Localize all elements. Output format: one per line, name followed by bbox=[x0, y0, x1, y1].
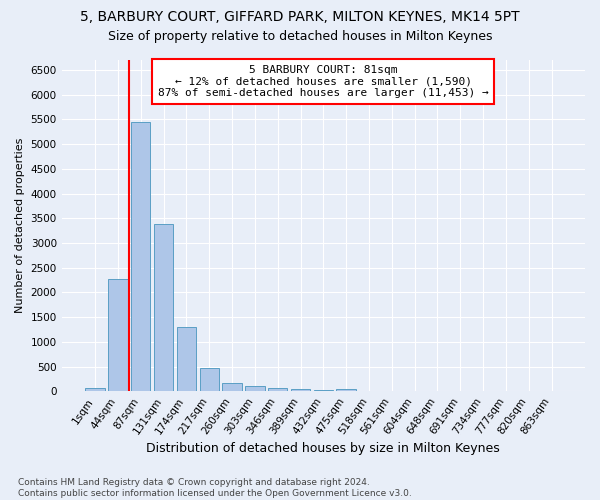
Bar bbox=[337, 388, 356, 392]
Bar bbox=[200, 368, 219, 392]
Bar bbox=[245, 386, 265, 392]
Bar bbox=[223, 382, 242, 392]
Text: Contains HM Land Registry data © Crown copyright and database right 2024.
Contai: Contains HM Land Registry data © Crown c… bbox=[18, 478, 412, 498]
Bar bbox=[131, 122, 151, 392]
X-axis label: Distribution of detached houses by size in Milton Keynes: Distribution of detached houses by size … bbox=[146, 442, 500, 455]
Text: 5 BARBURY COURT: 81sqm
← 12% of detached houses are smaller (1,590)
87% of semi-: 5 BARBURY COURT: 81sqm ← 12% of detached… bbox=[158, 65, 489, 98]
Bar bbox=[314, 390, 333, 392]
Bar bbox=[291, 389, 310, 392]
Bar bbox=[154, 224, 173, 392]
Text: Size of property relative to detached houses in Milton Keynes: Size of property relative to detached ho… bbox=[108, 30, 492, 43]
Bar bbox=[268, 388, 287, 392]
Bar bbox=[85, 388, 105, 392]
Y-axis label: Number of detached properties: Number of detached properties bbox=[15, 138, 25, 314]
Text: 5, BARBURY COURT, GIFFARD PARK, MILTON KEYNES, MK14 5PT: 5, BARBURY COURT, GIFFARD PARK, MILTON K… bbox=[80, 10, 520, 24]
Bar bbox=[108, 278, 128, 392]
Bar bbox=[177, 327, 196, 392]
